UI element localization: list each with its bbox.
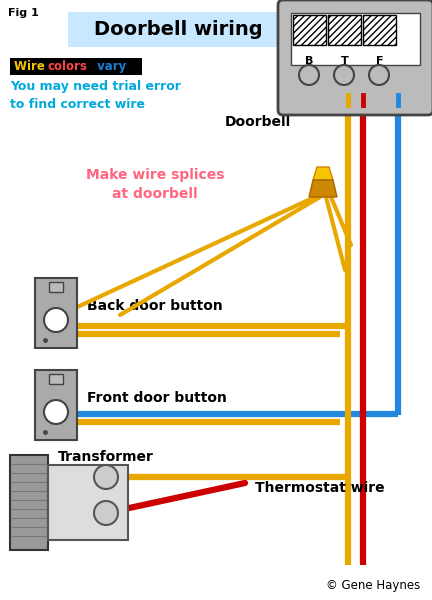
Circle shape: [299, 65, 319, 85]
Text: Doorbell wiring: Doorbell wiring: [94, 20, 262, 39]
Bar: [49, 374, 63, 384]
Text: F: F: [376, 56, 383, 66]
Bar: [363, 15, 396, 45]
Text: colors: colors: [48, 60, 88, 73]
Text: T: T: [340, 56, 348, 66]
Circle shape: [94, 465, 118, 489]
Circle shape: [44, 308, 68, 332]
Text: Back door button: Back door button: [87, 299, 223, 313]
Bar: [293, 15, 326, 45]
Text: You may need trial error
to find correct wire: You may need trial error to find correct…: [10, 80, 181, 111]
Bar: [35, 370, 77, 440]
Circle shape: [94, 501, 118, 525]
Polygon shape: [313, 167, 333, 180]
Bar: [49, 282, 63, 292]
FancyBboxPatch shape: [278, 0, 432, 115]
Text: vary: vary: [93, 60, 126, 73]
Text: Wire: Wire: [14, 60, 49, 73]
Text: Thermostat wire: Thermostat wire: [255, 481, 384, 495]
Text: B: B: [305, 56, 314, 66]
Circle shape: [44, 400, 68, 424]
Circle shape: [334, 65, 354, 85]
Bar: [291, 13, 420, 65]
Bar: [10, 455, 48, 550]
Text: Front door button: Front door button: [87, 391, 227, 405]
Circle shape: [369, 65, 389, 85]
Text: © Gene Haynes: © Gene Haynes: [326, 579, 420, 592]
Polygon shape: [309, 180, 337, 197]
Bar: [35, 278, 77, 348]
Bar: [68, 12, 288, 47]
Text: Fig 1: Fig 1: [8, 8, 39, 18]
Bar: [328, 15, 361, 45]
Bar: [48, 465, 128, 540]
Text: Transformer: Transformer: [58, 450, 154, 464]
Bar: [10, 58, 142, 75]
Text: Doorbell: Doorbell: [225, 115, 291, 129]
Text: Make wire splices
at doorbell: Make wire splices at doorbell: [86, 168, 224, 202]
